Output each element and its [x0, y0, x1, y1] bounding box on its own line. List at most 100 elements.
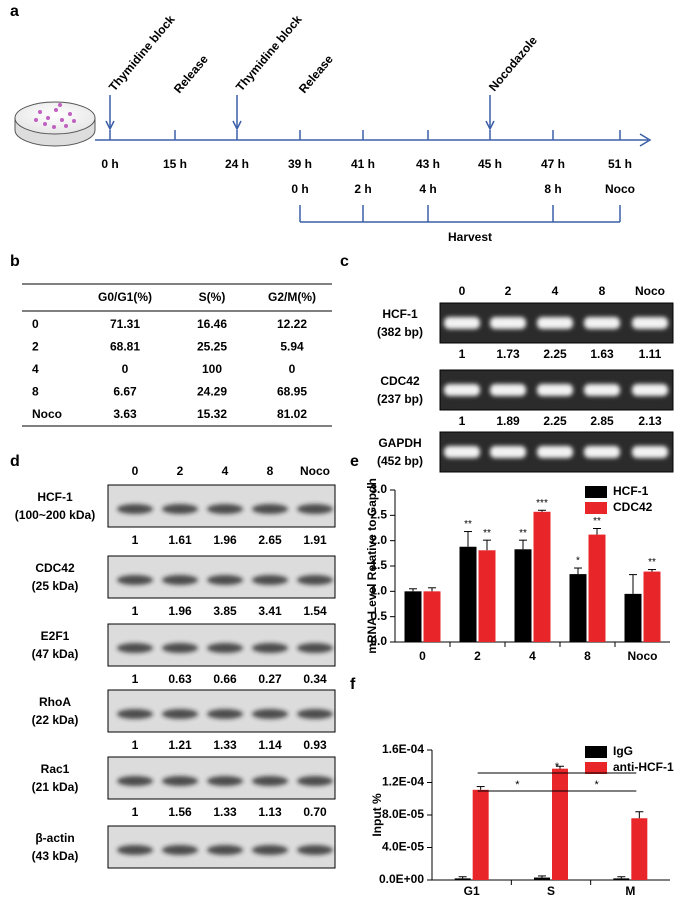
bar	[533, 511, 551, 642]
error-bar	[458, 876, 467, 879]
table-header: G0/G1(%)	[98, 290, 152, 304]
band-ratio: 2.85	[590, 414, 614, 428]
blot-band	[117, 776, 153, 786]
comparison-label: *	[555, 761, 560, 773]
table-cell: 5.94	[280, 340, 304, 354]
time-label: 24 h	[225, 157, 249, 171]
blot-name: E2F1	[41, 629, 70, 643]
table-cell: 100	[202, 362, 222, 376]
lane-label: 4	[222, 464, 229, 478]
legend-label: HCF-1	[613, 484, 649, 498]
error-bar	[556, 765, 564, 769]
table-cell: 0	[122, 362, 129, 376]
table-cell: 0	[32, 317, 39, 331]
time-label: 0 h	[101, 157, 118, 171]
y-tick-label: 2.0	[370, 533, 387, 547]
gel-name: HCF-1	[382, 307, 418, 321]
y-tick-label: 0.0	[370, 634, 387, 648]
band-ratio: 2.25	[543, 414, 567, 428]
bar	[454, 878, 471, 880]
comparison-label: *	[595, 779, 600, 791]
bar	[478, 550, 496, 642]
gel-band	[584, 317, 620, 329]
table-cell: 16.46	[197, 317, 227, 331]
error-bar	[593, 528, 601, 535]
band-ratio: 1	[132, 738, 139, 752]
gel-band	[632, 384, 668, 396]
x-tick-label: Noco	[628, 649, 658, 663]
blot-band	[162, 709, 198, 719]
bar	[459, 546, 477, 642]
blot-band	[162, 575, 198, 585]
panel-label: c	[340, 253, 349, 270]
blot-band	[207, 504, 243, 514]
y-tick-label: 2.5	[370, 508, 387, 522]
gel-band	[584, 446, 620, 458]
event-label: Thymidine block	[106, 12, 178, 94]
error-bar	[428, 587, 436, 592]
gel-band	[537, 446, 573, 458]
error-bar	[476, 786, 485, 790]
band-ratio: 1.11	[639, 347, 662, 361]
panel-label: a	[10, 3, 19, 20]
band-ratio: 1.89	[496, 414, 520, 428]
event-arrowhead	[232, 120, 242, 131]
significance: **	[648, 557, 656, 568]
band-ratio: 1.14	[258, 738, 282, 752]
blot-band	[297, 643, 333, 653]
band-ratio: 0.70	[303, 805, 327, 819]
significance: **	[464, 519, 472, 530]
blot-band	[252, 845, 288, 855]
blot-name: HCF-1	[37, 490, 73, 504]
harvest-time: 2 h	[354, 182, 371, 196]
blot-band	[207, 776, 243, 786]
band-ratio: 0.93	[303, 738, 327, 752]
y-tick-label: 1.0	[370, 584, 387, 598]
time-label: 45 h	[478, 157, 502, 171]
blot-band	[162, 776, 198, 786]
gel-band	[490, 446, 526, 458]
x-tick-label: M	[625, 884, 635, 898]
error-bar	[635, 811, 644, 819]
blot-band	[117, 575, 153, 585]
blot-band	[297, 845, 333, 855]
band-ratio: 1.33	[213, 805, 237, 819]
lane-label: 2	[177, 464, 184, 478]
blot-band	[297, 575, 333, 585]
blot-band	[207, 845, 243, 855]
bar	[569, 574, 587, 642]
gel-band	[584, 384, 620, 396]
x-tick-label: 8	[584, 649, 591, 663]
harvest-time: Noco	[605, 182, 635, 196]
band-ratio: 2.25	[543, 347, 567, 361]
blot-name: CDC42	[35, 561, 75, 575]
band-ratio: 0.27	[258, 672, 282, 686]
blot-band	[252, 643, 288, 653]
band-ratio: 0.66	[213, 672, 237, 686]
error-bar	[574, 567, 582, 575]
band-ratio: 1	[459, 414, 466, 428]
error-bar	[483, 539, 491, 551]
gel-size: (382 bp)	[377, 325, 423, 339]
band-ratio: 1.56	[168, 805, 192, 819]
blot-size: (47 kDa)	[32, 647, 79, 661]
band-ratio: 1.73	[496, 347, 520, 361]
band-ratio: 1.61	[168, 533, 192, 547]
timeline-arrowhead	[639, 133, 652, 147]
event-label: Nocodazole	[486, 33, 540, 94]
blot-band	[252, 504, 288, 514]
event-label: Thymidine block	[233, 12, 305, 94]
legend-swatch	[585, 746, 607, 758]
band-ratio: 1.13	[258, 805, 282, 819]
blot-band	[252, 575, 288, 585]
table-cell: 6.67	[113, 385, 137, 399]
x-tick-label: 0	[419, 649, 426, 663]
blot-band	[117, 643, 153, 653]
band-ratio: 3.85	[213, 604, 237, 618]
error-bar	[519, 539, 527, 550]
error-bar	[629, 574, 637, 594]
legend-swatch	[585, 486, 607, 498]
band-ratio: 1.96	[213, 533, 237, 547]
band-ratio: 1.63	[590, 347, 614, 361]
